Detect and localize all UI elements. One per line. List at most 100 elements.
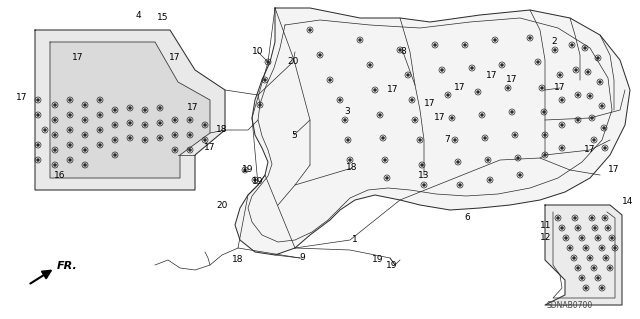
Circle shape <box>489 179 491 181</box>
Circle shape <box>589 95 591 97</box>
Circle shape <box>577 227 579 229</box>
Text: 19: 19 <box>243 166 253 174</box>
Text: FR.: FR. <box>57 261 77 271</box>
Circle shape <box>69 144 71 146</box>
Circle shape <box>603 127 605 129</box>
Circle shape <box>99 129 101 131</box>
Text: 16: 16 <box>54 170 66 180</box>
Circle shape <box>569 247 571 249</box>
Text: 13: 13 <box>419 170 429 180</box>
Circle shape <box>99 99 101 101</box>
Text: 17: 17 <box>454 84 466 93</box>
Text: 17: 17 <box>72 53 84 62</box>
Text: 10: 10 <box>252 48 264 56</box>
Circle shape <box>329 79 331 81</box>
Circle shape <box>37 114 39 116</box>
Circle shape <box>54 119 56 121</box>
Text: 6: 6 <box>464 213 470 222</box>
Circle shape <box>174 149 176 151</box>
Circle shape <box>267 61 269 63</box>
Circle shape <box>594 227 596 229</box>
Text: 17: 17 <box>584 145 596 154</box>
Circle shape <box>514 134 516 136</box>
Circle shape <box>537 61 539 63</box>
Circle shape <box>441 69 443 71</box>
Circle shape <box>601 105 603 107</box>
Circle shape <box>573 257 575 259</box>
Circle shape <box>494 39 496 41</box>
Circle shape <box>477 91 479 93</box>
Circle shape <box>487 159 489 161</box>
Circle shape <box>384 159 386 161</box>
Circle shape <box>174 134 176 136</box>
Circle shape <box>69 99 71 101</box>
Circle shape <box>584 47 586 49</box>
Text: 18: 18 <box>232 256 244 264</box>
Text: 1: 1 <box>352 235 358 244</box>
Text: 17: 17 <box>204 144 216 152</box>
Circle shape <box>259 104 261 106</box>
Circle shape <box>561 124 563 126</box>
Circle shape <box>344 119 346 121</box>
Text: 17: 17 <box>424 99 436 108</box>
Circle shape <box>37 99 39 101</box>
Circle shape <box>349 159 351 161</box>
Polygon shape <box>35 30 225 190</box>
Circle shape <box>419 139 421 141</box>
Circle shape <box>601 247 603 249</box>
Circle shape <box>614 247 616 249</box>
Circle shape <box>319 54 321 56</box>
Circle shape <box>577 267 579 269</box>
Circle shape <box>347 139 349 141</box>
Text: 17: 17 <box>554 84 566 93</box>
Circle shape <box>604 147 606 149</box>
Circle shape <box>99 114 101 116</box>
Circle shape <box>574 217 576 219</box>
Circle shape <box>189 119 191 121</box>
Circle shape <box>69 114 71 116</box>
Text: 15: 15 <box>157 13 169 23</box>
Text: 17: 17 <box>387 85 399 94</box>
Text: SDNAB0700: SDNAB0700 <box>547 300 593 309</box>
Circle shape <box>37 159 39 161</box>
Circle shape <box>599 81 601 83</box>
Text: 17: 17 <box>506 76 518 85</box>
Circle shape <box>471 67 473 69</box>
Circle shape <box>421 164 423 166</box>
Circle shape <box>114 124 116 126</box>
Circle shape <box>159 122 161 124</box>
Circle shape <box>575 69 577 71</box>
Circle shape <box>144 139 146 141</box>
Circle shape <box>114 154 116 156</box>
Circle shape <box>451 117 453 119</box>
Circle shape <box>457 161 459 163</box>
Circle shape <box>543 111 545 113</box>
Circle shape <box>565 237 567 239</box>
Circle shape <box>601 287 603 289</box>
Circle shape <box>309 29 311 31</box>
Circle shape <box>464 44 466 46</box>
Text: 17: 17 <box>435 114 445 122</box>
Text: 14: 14 <box>622 197 634 206</box>
Circle shape <box>591 117 593 119</box>
Circle shape <box>382 137 384 139</box>
Text: 20: 20 <box>216 201 228 210</box>
Circle shape <box>605 257 607 259</box>
Text: 18: 18 <box>216 125 228 135</box>
Circle shape <box>407 74 409 76</box>
Circle shape <box>386 177 388 179</box>
Circle shape <box>369 64 371 66</box>
Circle shape <box>84 164 86 166</box>
Circle shape <box>561 227 563 229</box>
Circle shape <box>597 277 599 279</box>
Circle shape <box>399 49 401 51</box>
Text: 20: 20 <box>287 57 299 66</box>
Circle shape <box>484 137 486 139</box>
Circle shape <box>519 174 521 176</box>
Text: 4: 4 <box>135 11 141 19</box>
Polygon shape <box>545 205 622 305</box>
Circle shape <box>411 99 413 101</box>
Circle shape <box>359 39 361 41</box>
Circle shape <box>585 247 587 249</box>
Circle shape <box>585 287 587 289</box>
